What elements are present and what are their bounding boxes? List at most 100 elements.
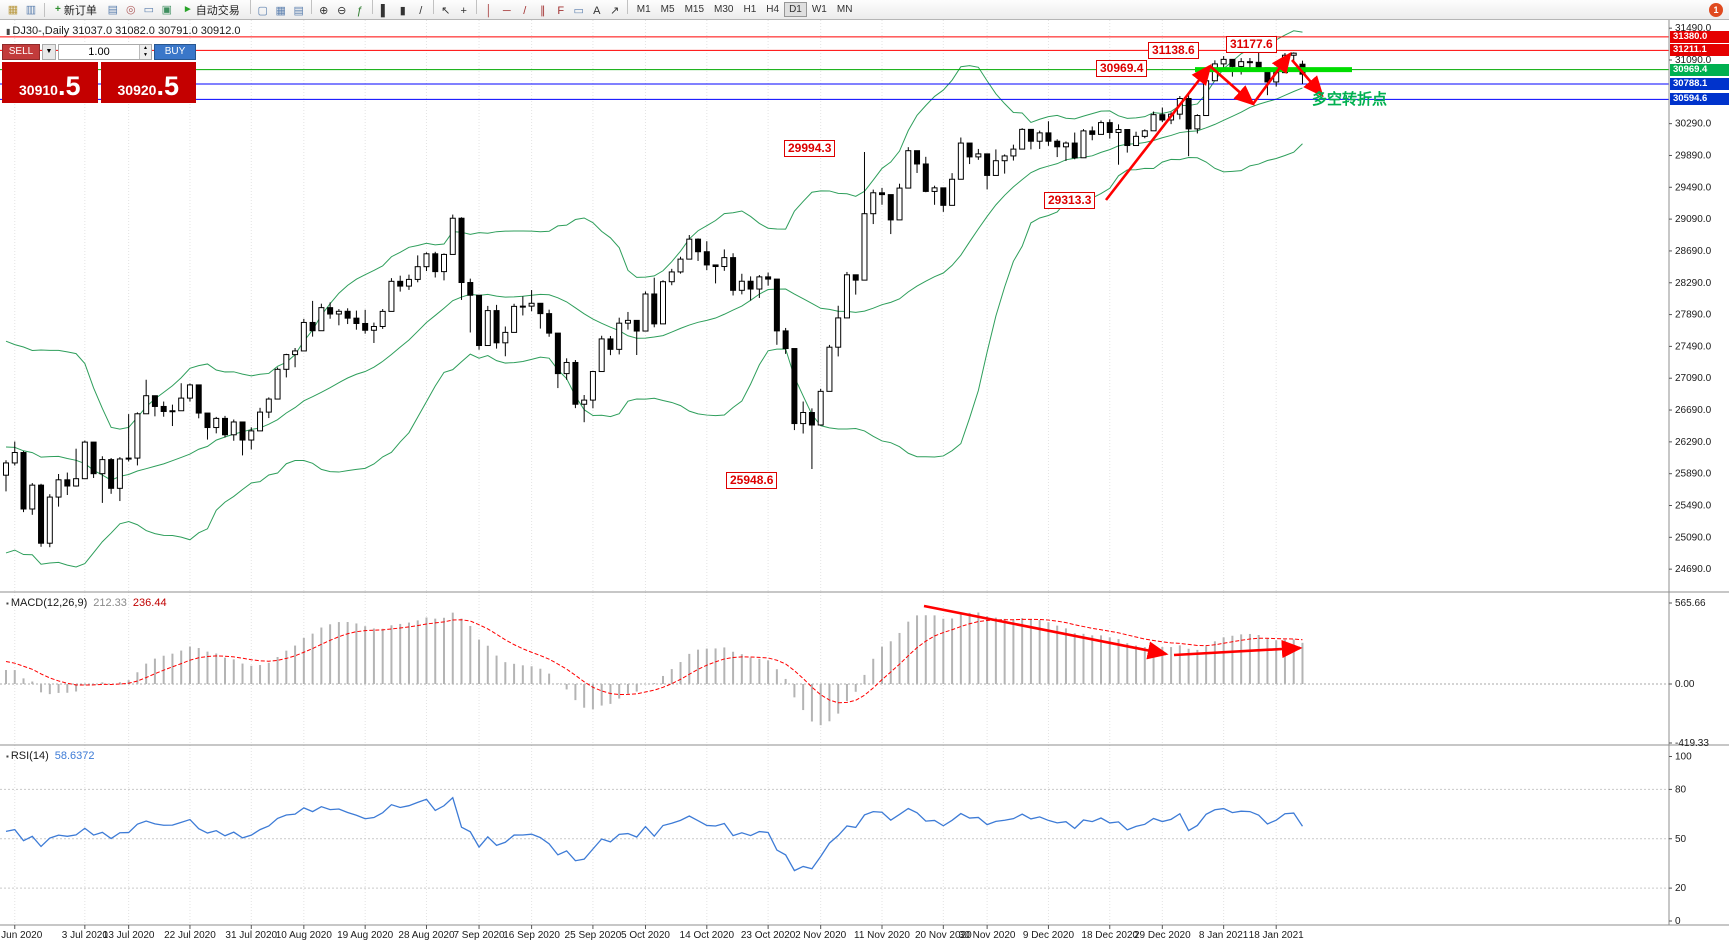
one-click-trading-panel: SELL ▼ ▲ ▼ BUY 30910.5 30920.5 (2, 44, 196, 103)
new-window-icon[interactable]: ▢ (257, 5, 268, 17)
terminal-icon[interactable]: ▣ (161, 4, 173, 16)
timeframe-m30[interactable]: M30 (709, 2, 738, 17)
timeframe-w1[interactable]: W1 (807, 2, 832, 17)
autotrading-button[interactable]: ► 自动交易 (177, 2, 246, 18)
date-tick: 19 Aug 2020 (337, 930, 394, 941)
macd-histogram (5, 612, 1304, 726)
chart-canvas[interactable]: 31490.0 31090.0 30290.0 29890.0 29490.0 29090… (0, 20, 1729, 943)
volume-input[interactable] (59, 45, 139, 59)
timeframe-h4[interactable]: H4 (761, 2, 784, 17)
date-tick: 13 Jul 2020 (103, 930, 155, 941)
alerts-icon[interactable]: ◎ (126, 4, 136, 16)
macd-tick: 565.66 (1675, 598, 1706, 609)
price-callout-31138.6[interactable]: 31138.6 (1148, 42, 1199, 59)
order-options-dropdown[interactable]: ▼ (42, 44, 56, 60)
cursor-icon[interactable]: ↖ (441, 5, 451, 17)
price-tick: 29090.0 (1675, 214, 1712, 225)
buy-price-tile[interactable]: 30920.5 (100, 62, 196, 103)
date-tick: 23 Oct 2020 (741, 930, 796, 941)
timeframe-m1[interactable]: M1 (632, 2, 656, 17)
zoom-out-icon[interactable]: ⊖ (337, 5, 347, 17)
trend-arrow[interactable] (1291, 59, 1324, 97)
date-tick: 25 Sep 2020 (565, 930, 622, 941)
buy-button[interactable]: BUY (154, 44, 196, 60)
new-chart-icon[interactable]: ▦ (7, 4, 19, 16)
price-tick: 29890.0 (1675, 150, 1712, 161)
macd-trend-arrow[interactable] (923, 604, 1169, 660)
zoom-in-icon[interactable]: ⊕ (319, 5, 329, 17)
trend-arrow[interactable] (1209, 65, 1255, 106)
toolbar-separator (626, 0, 628, 14)
price-callout-30969.4[interactable]: 30969.4 (1096, 60, 1148, 77)
macd-signal-line (5, 618, 1303, 704)
shapes-icon[interactable]: ▭ (573, 5, 584, 17)
date-tick: 7 Sep 2020 (453, 930, 505, 941)
timeframe-h1[interactable]: H1 (738, 2, 761, 17)
price-tick: 30290.0 (1675, 119, 1712, 130)
sell-price-tile[interactable]: 30910.5 (2, 62, 98, 103)
trendline-icon[interactable]: / (523, 5, 527, 17)
line-chart-icon[interactable]: / (419, 5, 423, 17)
toolbar-separator (44, 2, 45, 17)
arrow-tool-icon[interactable]: ↗ (610, 5, 620, 17)
date-tick: 30 Nov 2020 (959, 930, 1016, 941)
price-tick: 25890.0 (1675, 469, 1712, 480)
date-tick: 9 Dec 2020 (1023, 930, 1075, 941)
price-callout-31177.6[interactable]: 31177.6 (1226, 36, 1277, 53)
price-callout-29994.3[interactable]: 29994.3 (784, 140, 836, 157)
new-order-button[interactable]: + 新订单 (49, 2, 103, 18)
date-tick: 31 Jul 2020 (225, 930, 277, 941)
candlestick-chart-icon[interactable]: ▮ (399, 5, 406, 17)
date-tick: 14 Oct 2020 (680, 930, 735, 941)
price-tick: 26290.0 (1675, 437, 1712, 448)
price-tick: 24690.0 (1675, 564, 1712, 575)
tile-windows-icon[interactable]: ▦ (275, 5, 286, 17)
horizontal-line-icon[interactable]: ─ (502, 5, 511, 17)
rsi-tick: 100 (1675, 752, 1692, 763)
volume-up-button[interactable]: ▲ (140, 45, 151, 52)
date-tick: 11 Nov 2020 (854, 930, 910, 941)
price-tick: 28690.0 (1675, 246, 1712, 257)
date-tick: 10 Aug 2020 (276, 930, 333, 941)
price-tick: 31090.0 (1675, 55, 1712, 66)
rsi-tick: 50 (1675, 834, 1687, 845)
sell-button[interactable]: SELL (2, 44, 40, 60)
date-tick: 2 Nov 2020 (795, 930, 847, 941)
price-callout-25948.6[interactable]: 25948.6 (726, 472, 778, 489)
price-tick: 25090.0 (1675, 532, 1712, 543)
channel-icon[interactable]: ∥ (540, 5, 546, 17)
price-tick: 31490.0 (1675, 23, 1712, 34)
timeframe-m5[interactable]: M5 (656, 2, 680, 17)
date-tick: 29 Dec 2020 (1134, 930, 1191, 941)
timeframe-mn[interactable]: MN (832, 2, 858, 17)
price-callout-29313.3[interactable]: 29313.3 (1044, 192, 1096, 209)
notification-badge[interactable]: 1 (1709, 2, 1723, 17)
toolbar-separator (432, 0, 434, 14)
rsi-tick: 0 (1675, 916, 1681, 927)
market-depth-icon[interactable]: ▤ (107, 4, 119, 16)
macd-trend-arrow[interactable] (1173, 639, 1303, 659)
autotrading-icon: ► (182, 4, 193, 15)
timeframe-d1[interactable]: D1 (784, 2, 807, 17)
price-tick: 25490.0 (1675, 501, 1712, 512)
fibonacci-icon[interactable]: F (557, 5, 565, 17)
date-tick: 22 Jul 2020 (164, 930, 216, 941)
trend-arrow[interactable] (1251, 51, 1292, 105)
toolbar-separator (371, 0, 373, 14)
bar-chart-icon[interactable]: ▌ (380, 5, 389, 17)
indicators-icon[interactable]: ƒ (356, 5, 363, 17)
text-icon[interactable]: A (593, 5, 601, 17)
vertical-line-icon[interactable]: │ (485, 5, 493, 17)
news-icon[interactable]: ▭ (143, 4, 155, 16)
toolbar-separator (310, 0, 312, 14)
trend-arrow[interactable] (1104, 63, 1212, 201)
crosshair-icon[interactable]: + (460, 5, 467, 17)
new-order-icon: + (55, 4, 61, 15)
candles (3, 49, 1306, 548)
cascade-windows-icon[interactable]: ▤ (293, 5, 304, 17)
toolbar-separator (475, 0, 477, 14)
timeframe-m15[interactable]: M15 (680, 2, 709, 17)
volume-down-button[interactable]: ▼ (140, 52, 151, 59)
price-tick: 27490.0 (1675, 341, 1712, 352)
chart-profiles-icon[interactable]: ▥ (25, 4, 37, 16)
